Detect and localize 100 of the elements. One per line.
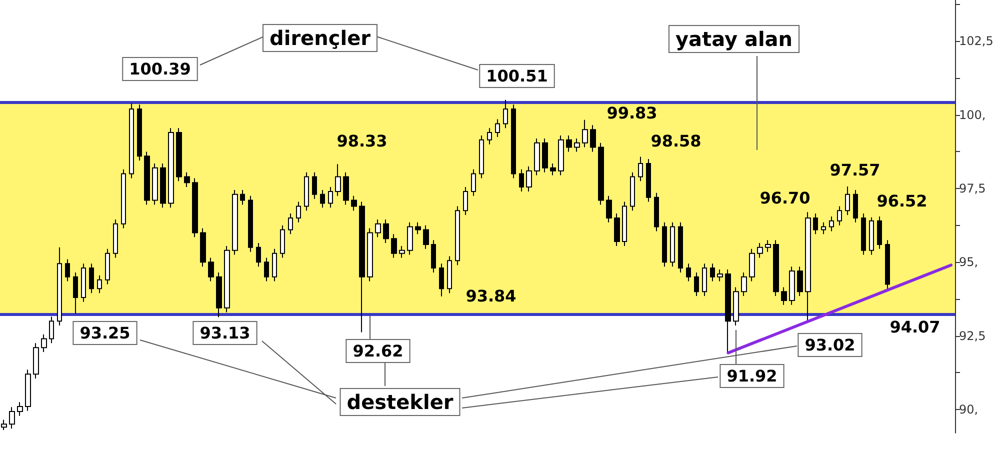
candlestick [574,138,580,152]
candlestick [184,172,190,188]
candlestick [710,263,715,282]
annotation: 96.70 [760,188,810,208]
candlestick [614,213,620,246]
annotation: 92.62 [352,342,404,360]
candlestick [519,168,524,192]
candlestick [248,195,253,252]
candlestick [558,134,564,176]
annotation: 93.13 [200,324,250,342]
y-tick-label: 102,5 [959,34,994,48]
candlestick [423,224,429,250]
candlestick [534,138,540,176]
candlestick [646,158,651,202]
candlestick [654,192,659,232]
candlestick [160,162,166,208]
annotation: 94.07 [890,318,940,336]
y-tick-label: 92,5 [959,328,986,343]
candlestick [749,248,755,282]
candlestick [511,104,516,179]
candlestick [805,212,811,321]
candlestick [622,201,627,246]
candlestick [296,201,301,223]
candlestick [590,124,596,152]
candlestick [845,186,850,216]
candlestick [495,118,500,138]
candlestick [781,286,787,306]
candlestick [415,222,421,235]
candlestick [232,189,238,256]
candlestick [113,218,118,258]
candlestick [837,206,842,226]
candlestick [662,222,667,268]
candlestick [89,263,94,294]
candlestick [757,242,763,258]
candlestick [57,246,62,326]
candlestick [789,266,795,306]
candlestick [391,234,397,258]
candlestick [686,263,691,282]
candlestick [598,142,604,206]
candlestick [17,402,23,416]
candlestick [1,419,7,431]
candlestick [121,168,126,229]
candlestick [144,151,150,206]
candlestick [694,272,699,297]
candlestick [375,218,381,238]
candlestick [773,240,779,297]
candlestick [137,104,142,162]
candlestick [105,248,110,285]
candlestick [550,162,556,176]
candlestick [861,213,866,256]
candlestick [829,216,834,232]
candlestick [542,138,548,173]
candlestick [176,128,182,182]
candlestick [224,245,230,313]
candlestick [479,134,484,179]
candlestick [168,128,174,208]
candlestick [606,195,612,223]
candlestick [312,172,317,200]
y-tick-label: 90, [959,402,978,416]
candlestick [725,269,731,354]
candlestick [304,172,309,212]
candlestick [288,213,293,235]
candlestick [741,272,747,297]
candlestick [81,263,86,302]
candlestick [73,272,78,314]
candlestick [41,334,47,352]
candlestick [630,172,635,212]
candlestick [192,178,198,238]
candlestick [678,222,683,273]
candlestick [869,216,874,256]
annotation: 99.83 [606,104,658,122]
candlestick [264,257,269,282]
candlestick [335,164,341,196]
candlestick [208,257,214,282]
candlestick [702,263,707,297]
candlestick [431,240,436,273]
annotation: 98.58 [650,132,702,150]
candlestick [471,168,476,196]
candlestick [280,224,285,258]
annotation: 100.39 [129,60,191,78]
candlestick [877,216,882,250]
annotation: dirençler [270,26,371,50]
annotation: 96.52 [876,192,928,210]
candlestick [733,286,739,326]
y-tick-label: 100, [959,108,986,122]
annotation: 100.51 [486,66,548,86]
band-label: yatay alan [675,27,793,51]
candlestick [487,128,492,145]
candlestick [797,266,803,297]
annotation: 93.25 [80,324,130,342]
candlestick [638,156,643,182]
candlestick [853,189,858,223]
candlestick [33,342,39,380]
candlestick [351,195,357,212]
candlestick [717,269,723,282]
candlestick [885,240,890,290]
candlestick [9,406,15,430]
annotation: 93.02 [804,336,856,354]
candlestick [25,369,31,412]
candlestick [813,213,818,235]
